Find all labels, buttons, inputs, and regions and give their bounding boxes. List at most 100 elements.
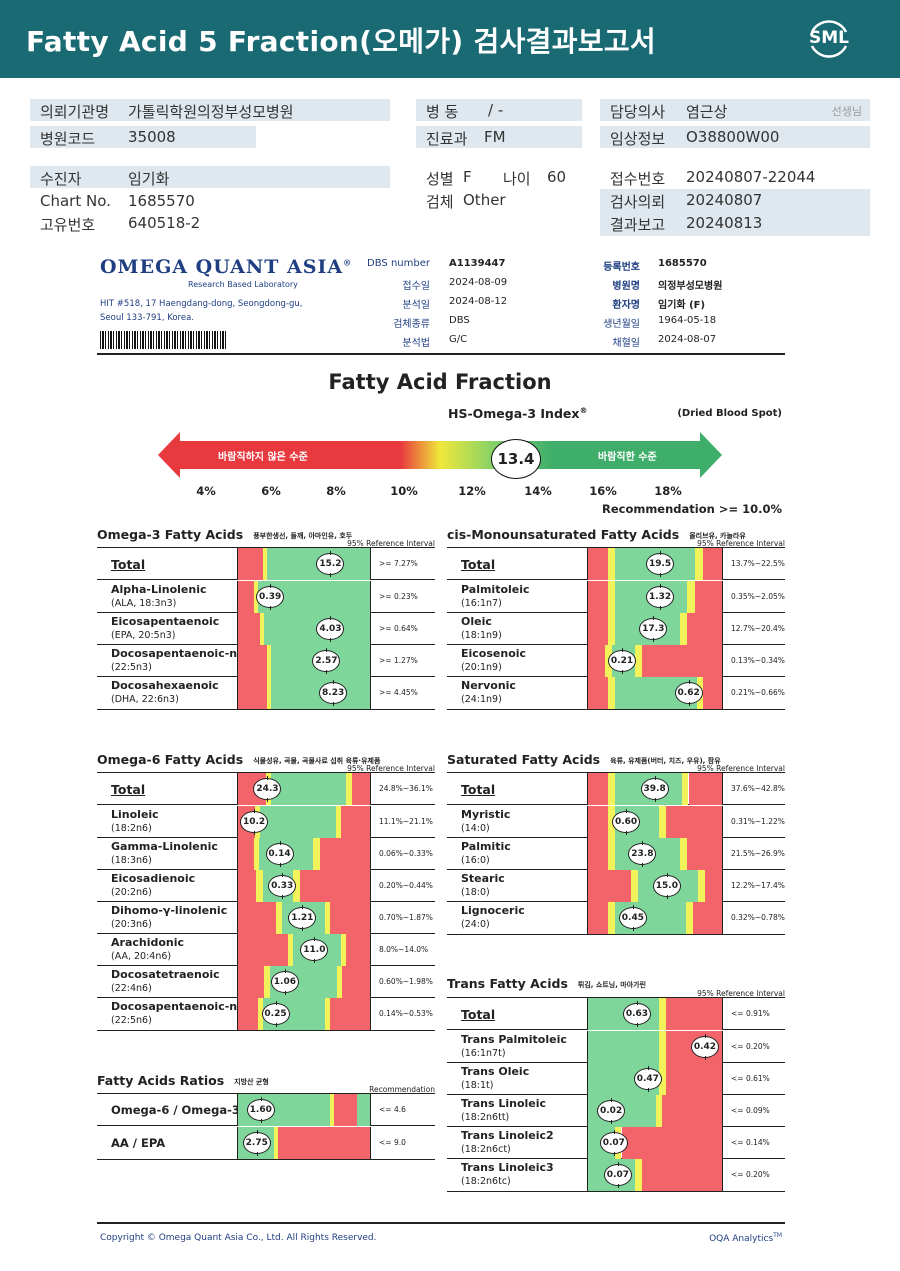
row-reference: >= 0.64% bbox=[379, 624, 418, 633]
table-row: Docosapentaenoic-n6 (22:5n6) 0.25 0.14%~0.5… bbox=[97, 998, 435, 1030]
panel-ref-header: Recommendation bbox=[369, 1085, 435, 1094]
oqa-subtitle: Research Based Laboratory bbox=[188, 280, 298, 289]
range-band-yellow bbox=[325, 902, 331, 934]
table-row: Palmitic (16:0) 23.8 21.5%~26.9% bbox=[447, 838, 785, 870]
lab-anal-value: 2024-08-12 bbox=[449, 296, 508, 307]
range-band-yellow bbox=[325, 998, 331, 1030]
lab-draw-label: 채혈일 bbox=[612, 338, 640, 349]
panel-title: Fatty Acids Ratios 지방산 균형 bbox=[97, 1073, 269, 1088]
panel-title-text: Omega-6 Fatty Acids bbox=[97, 752, 244, 767]
row-name: Trans Linoleic bbox=[461, 1097, 547, 1110]
row-name: Dihomo-γ-linolenic bbox=[111, 904, 228, 917]
range-band-yellow bbox=[276, 902, 282, 934]
table-row: Total 0.63 <= 0.91% bbox=[447, 998, 785, 1030]
row-name: Docosapentaenoic-n3 bbox=[111, 647, 245, 660]
range-band-red bbox=[351, 773, 370, 805]
oqa-logo: OMEGA QUANT ASIA® bbox=[100, 256, 352, 278]
range-band-yellow bbox=[680, 838, 688, 870]
info-clinical: 임상정보 O38800W00 bbox=[600, 126, 870, 148]
row-abbr: (24:0) bbox=[461, 919, 490, 930]
table-row: Total 15.2 >= 7.27% bbox=[97, 548, 435, 580]
row-abbr: (16:0) bbox=[461, 855, 490, 866]
sml-logo-ring-icon bbox=[810, 20, 848, 58]
row-name: Eicosadienoic bbox=[111, 872, 196, 885]
row-abbr: (18:2n6) bbox=[111, 823, 152, 834]
result-value-bubble: 0.47 bbox=[633, 1066, 662, 1092]
info-sex-age: 성별 F 나이 60 bbox=[416, 166, 586, 188]
info-age-value: 60 bbox=[547, 168, 567, 186]
info-patient-value: 임기화 bbox=[128, 170, 170, 188]
panel-title-text: Omega-3 Fatty Acids bbox=[97, 527, 244, 542]
info-uid: 고유번호 640518-2 bbox=[30, 212, 390, 234]
row-range-bar: 0.07 bbox=[587, 1159, 723, 1191]
row-reference: 0.20%~0.44% bbox=[379, 881, 433, 890]
row-reference: 24.8%~36.1% bbox=[379, 784, 433, 793]
gauge-tick-label: 4% bbox=[196, 484, 216, 498]
result-value-bubble: 39.8 bbox=[640, 776, 669, 802]
table-row: Trans Linoleic3 (18:2n6tc) 0.07 <= 0.20% bbox=[447, 1159, 785, 1191]
row-range-bar: 0.45 bbox=[587, 902, 723, 934]
range-band-red bbox=[641, 1159, 722, 1191]
info-code-value: 35008 bbox=[128, 128, 176, 146]
row-reference: 0.32%~0.78% bbox=[731, 913, 785, 922]
lab-dob-value: 1964-05-18 bbox=[658, 315, 717, 326]
row-reference: 37.6%~42.8% bbox=[731, 784, 785, 793]
range-band-red bbox=[238, 581, 254, 613]
row-name: Docosatetraenoic bbox=[111, 968, 220, 981]
range-band-red bbox=[621, 1127, 722, 1159]
info-requested-value: 20240807 bbox=[686, 191, 763, 209]
row-reference: 0.14%~0.53% bbox=[379, 1009, 433, 1018]
table-row: AA / EPA 2.75 <= 9.0 bbox=[97, 1127, 435, 1159]
range-band-yellow bbox=[253, 581, 258, 613]
range-band-yellow bbox=[681, 773, 689, 805]
row-reference: 0.13%~0.34% bbox=[731, 656, 785, 665]
range-band-yellow bbox=[608, 902, 615, 934]
panel-ref-header: 95% Reference Interval bbox=[697, 539, 785, 548]
info-clinical-label: 임상정보 bbox=[610, 130, 666, 148]
row-name: Palmitoleic bbox=[461, 583, 530, 596]
row-reference: <= 0.20% bbox=[731, 1170, 770, 1179]
row-range-bar: 11.0 bbox=[237, 934, 371, 966]
lab-hosp-label: 병원명 bbox=[612, 281, 640, 292]
lab-draw-value: 2024-08-07 bbox=[658, 334, 717, 345]
range-band-red bbox=[319, 838, 370, 870]
row-name: Docosapentaenoic-n6 bbox=[111, 1000, 245, 1013]
range-band-red bbox=[346, 934, 370, 966]
row-range-bar: 0.07 bbox=[587, 1127, 723, 1159]
index-value-bubble: 13.4 bbox=[491, 439, 541, 479]
oqa-logo-text: OMEGA QUANT ASIA bbox=[100, 256, 344, 278]
result-value-bubble: 0.60 bbox=[612, 809, 641, 835]
range-band-yellow bbox=[680, 613, 688, 645]
info-hospital-label: 의뢰기관명 bbox=[40, 103, 110, 121]
footer-brand-text: OQA Analytics bbox=[709, 1234, 774, 1244]
row-name: Arachidonic bbox=[111, 936, 185, 949]
result-value-bubble: 1.60 bbox=[246, 1097, 275, 1123]
result-value-bubble: 0.45 bbox=[618, 905, 647, 931]
range-band-red bbox=[665, 1063, 722, 1095]
panel-title: Saturated Fatty Acids 육류, 유제품(버터, 치즈, 우유)… bbox=[447, 752, 721, 767]
panel-ref-header: 95% Reference Interval bbox=[697, 989, 785, 998]
row-range-bar: 0.62 bbox=[587, 677, 723, 709]
info-chart: Chart No. 1685570 bbox=[30, 190, 390, 212]
range-band-red bbox=[330, 998, 370, 1030]
range-band-green bbox=[260, 806, 336, 838]
row-abbr: (EPA, 20:5n3) bbox=[111, 630, 176, 641]
range-band-green bbox=[588, 1031, 660, 1063]
footer-copyright: Copyright © Omega Quant Asia Co., Ltd. A… bbox=[100, 1233, 377, 1243]
range-band-yellow bbox=[340, 934, 347, 966]
info-doctor: 담당의사 염근상 선생님 bbox=[600, 99, 870, 121]
info-specimen-value: Other bbox=[463, 191, 506, 209]
lab-recv-value: 2024-08-09 bbox=[449, 277, 508, 288]
row-range-bar: 0.25 bbox=[237, 998, 371, 1030]
gauge-arrow-shape bbox=[158, 432, 722, 478]
table-row: Total 24.3 24.8%~36.1% bbox=[97, 773, 435, 805]
result-value-bubble: 23.8 bbox=[628, 841, 657, 867]
range-band-yellow bbox=[288, 934, 294, 966]
row-name: Eicosapentaenoic bbox=[111, 615, 220, 628]
row-reference: 8.0%~14.0% bbox=[379, 945, 429, 954]
row-range-bar: 0.21 bbox=[587, 645, 723, 677]
info-sex-value: F bbox=[463, 168, 472, 186]
row-range-bar: 0.42 bbox=[587, 1031, 723, 1063]
info-code: 병원코드 35008 bbox=[30, 126, 256, 148]
range-band-yellow bbox=[257, 998, 264, 1030]
